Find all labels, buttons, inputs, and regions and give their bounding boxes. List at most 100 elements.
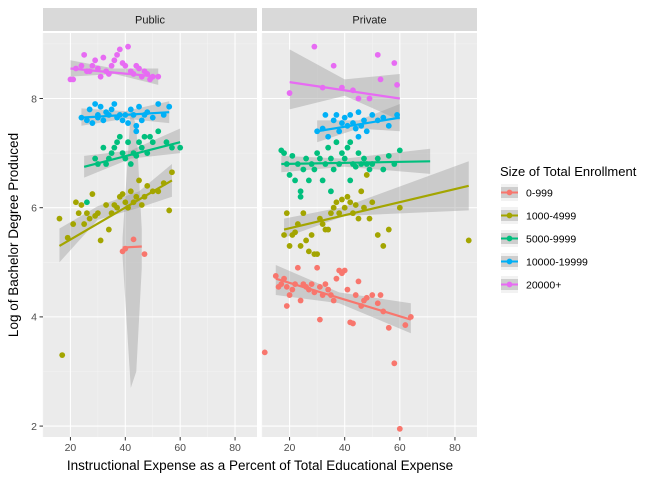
x-tick-label: 20	[284, 442, 296, 454]
data-point	[122, 62, 129, 69]
data-point	[70, 221, 77, 227]
data-point	[377, 76, 384, 83]
data-point	[144, 182, 151, 189]
data-point	[70, 76, 77, 83]
data-point	[339, 150, 345, 157]
data-point	[355, 278, 362, 285]
data-point	[328, 188, 334, 195]
data-point	[136, 65, 142, 72]
data-point	[355, 133, 362, 140]
data-point	[261, 349, 268, 356]
data-point	[330, 166, 337, 173]
data-point	[339, 120, 345, 126]
data-point	[336, 128, 343, 135]
data-point	[108, 106, 115, 113]
data-point	[89, 191, 96, 197]
data-point	[305, 248, 312, 255]
data-point	[311, 43, 318, 50]
data-point	[316, 283, 323, 290]
data-point	[325, 226, 332, 233]
data-point	[380, 243, 387, 249]
data-point	[322, 281, 329, 288]
data-point	[97, 73, 104, 80]
data-point	[366, 215, 373, 222]
data-point	[111, 101, 118, 107]
data-point	[391, 60, 398, 66]
y-tick-label: 4	[31, 312, 37, 324]
legend-key-point	[506, 189, 513, 196]
data-point	[133, 128, 140, 135]
data-point	[347, 199, 354, 206]
data-point	[89, 62, 96, 69]
x-tick-label: 40	[119, 442, 131, 454]
data-point	[119, 117, 126, 124]
axes-layer: 20 40 60 80 2 4 6 8 20 40 60 80	[31, 93, 461, 454]
data-point	[125, 43, 131, 50]
fit-line-0-999	[275, 277, 412, 321]
data-point	[380, 166, 387, 173]
data-point	[336, 210, 343, 217]
data-point	[127, 106, 134, 113]
data-point	[278, 281, 285, 288]
data-point	[294, 264, 301, 271]
data-point	[308, 232, 315, 238]
legend-label: 20000+	[526, 280, 561, 292]
data-point	[73, 199, 79, 206]
data-point	[292, 229, 298, 236]
confidence-band-20000+	[289, 49, 400, 121]
data-point	[308, 281, 315, 288]
data-point	[341, 204, 348, 211]
data-point	[83, 199, 90, 206]
data-point	[122, 199, 129, 206]
data-point	[133, 122, 140, 129]
data-point	[108, 150, 115, 157]
data-point	[114, 51, 120, 58]
data-point	[292, 177, 298, 184]
legend-title: Size of Total Enrollment	[500, 164, 637, 179]
legend-label: 5000-9999	[526, 234, 576, 246]
legend-label: 1000-4999	[526, 211, 576, 223]
data-point	[163, 139, 170, 146]
panel-public: Public	[42, 8, 257, 437]
data-point	[314, 264, 321, 271]
data-point	[333, 111, 340, 118]
data-point	[396, 204, 403, 211]
data-point	[111, 57, 118, 64]
data-point	[116, 46, 123, 53]
data-point	[286, 90, 293, 96]
data-point	[344, 286, 351, 293]
data-point	[300, 210, 307, 217]
data-point	[136, 139, 142, 146]
data-point	[316, 155, 323, 162]
data-point	[166, 103, 173, 110]
facet-strip	[43, 8, 257, 31]
data-point	[297, 297, 304, 304]
data-point	[361, 204, 367, 211]
data-point	[374, 51, 381, 58]
data-point	[289, 286, 296, 293]
data-point	[328, 155, 334, 162]
data-point	[352, 292, 359, 298]
data-point	[56, 215, 63, 222]
data-point	[119, 150, 126, 157]
data-point	[374, 232, 381, 238]
data-point	[105, 226, 112, 233]
data-point	[339, 196, 345, 203]
legend-key-point	[506, 235, 513, 242]
data-point	[297, 243, 304, 249]
data-point	[325, 144, 332, 151]
fit-line-20000+	[289, 81, 400, 100]
data-point	[350, 320, 356, 327]
data-point	[155, 128, 162, 135]
legend-item-0-999: 0-999	[501, 184, 553, 201]
legend-key-point	[506, 281, 513, 288]
data-point	[286, 292, 293, 298]
data-point	[281, 232, 287, 238]
data-point	[385, 226, 392, 233]
data-point	[169, 144, 175, 151]
data-point	[303, 155, 310, 162]
data-point	[89, 120, 96, 126]
data-point	[283, 210, 290, 217]
data-point	[155, 101, 162, 107]
